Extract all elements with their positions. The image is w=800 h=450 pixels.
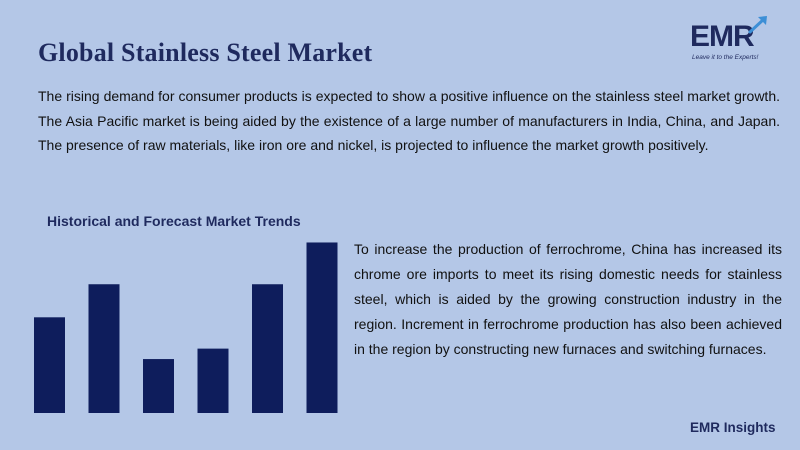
footer-brand: EMR Insights xyxy=(690,420,776,435)
bar-5 xyxy=(252,284,283,413)
bar-1 xyxy=(34,317,65,413)
bar-chart xyxy=(34,242,338,413)
emr-logo: EMR Leave it to the Experts! xyxy=(690,16,774,66)
logo-text: EMR xyxy=(690,20,755,53)
page-title: Global Stainless Steel Market xyxy=(38,38,373,67)
bar-4 xyxy=(197,348,229,413)
chart-title: Historical and Forecast Market Trends xyxy=(47,213,301,229)
side-paragraph: To increase the production of ferrochrom… xyxy=(354,241,782,357)
bar-6 xyxy=(306,242,338,413)
arrow-icon xyxy=(748,16,767,34)
bar-2 xyxy=(88,284,120,413)
logo-tagline: Leave it to the Experts! xyxy=(692,54,759,61)
bar-3 xyxy=(143,359,174,413)
intro-paragraph: The rising demand for consumer products … xyxy=(38,88,780,153)
